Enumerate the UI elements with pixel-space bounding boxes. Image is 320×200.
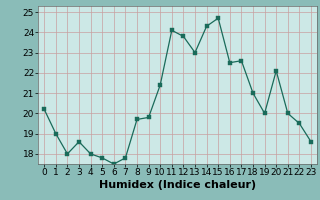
X-axis label: Humidex (Indice chaleur): Humidex (Indice chaleur) — [99, 180, 256, 190]
